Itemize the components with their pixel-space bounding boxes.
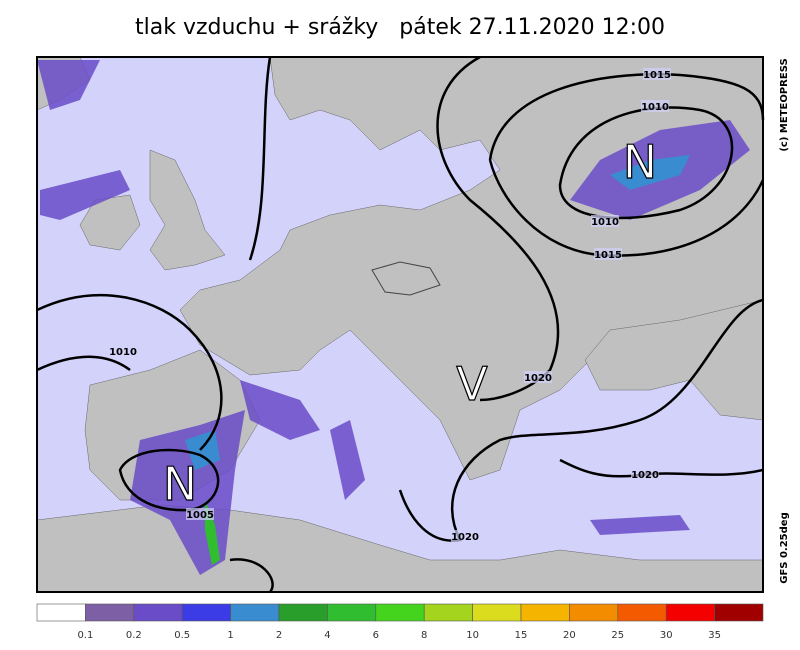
- isobar-label-bg: [643, 68, 671, 80]
- legend-label: 0.5: [174, 630, 190, 641]
- model-name: GFS 0.25deg: [779, 512, 790, 584]
- pressure-center: V: [456, 357, 488, 411]
- isobar-label-bg: [186, 508, 214, 520]
- legend-swatch: [278, 603, 328, 622]
- legend-swatch: [181, 603, 231, 622]
- isobar-label-bg: [631, 468, 659, 480]
- legend-swatch: [375, 603, 425, 622]
- precipitation-heavy: [185, 155, 690, 470]
- legend-swatch: [569, 603, 619, 622]
- pressure-center: N: [163, 457, 197, 511]
- isobar-label: 1005: [186, 510, 214, 521]
- legend-label: 20: [563, 630, 576, 641]
- isobars: [36, 55, 765, 593]
- legend-label: 0.1: [77, 630, 93, 641]
- legend-label: 30: [660, 630, 673, 641]
- map-title: tlak vzduchu + srážky pátek 27.11.2020 1…: [135, 15, 665, 40]
- legend-label: 1: [227, 630, 233, 641]
- legend-label: 15: [515, 630, 528, 641]
- land-ireland: [79, 194, 141, 251]
- isobar-label-bg: [641, 100, 669, 112]
- legend-swatch: [230, 603, 280, 622]
- isobar-label-bg: [109, 345, 137, 357]
- isobar-label: 1020: [451, 532, 479, 543]
- isobar-label-bg: [594, 248, 622, 260]
- land-britain: [149, 149, 226, 271]
- isobar-label: 1010: [109, 347, 137, 358]
- credit: (c) METEOPRESS: [779, 58, 790, 151]
- isobar-label: 1020: [631, 470, 659, 481]
- legend-swatch: [133, 603, 183, 622]
- isobar-label: 1020: [524, 373, 552, 384]
- legend-swatch: [472, 603, 522, 622]
- legend-swatch: [665, 603, 715, 622]
- legend-label: 35: [708, 630, 721, 641]
- pressure-center: N: [623, 135, 657, 189]
- legend-label: 6: [373, 630, 379, 641]
- czech-border: [371, 261, 441, 296]
- map: [36, 55, 765, 593]
- legend-swatch: [327, 603, 377, 622]
- legend-label: 0.2: [126, 630, 142, 641]
- legend-swatch: [85, 603, 135, 622]
- legend-label: 8: [421, 630, 427, 641]
- map-frame: [36, 56, 764, 593]
- legend-swatch: [36, 603, 86, 622]
- isobar-label-bg: [451, 530, 479, 542]
- legend-label: 2: [276, 630, 282, 641]
- land-east: [584, 299, 764, 421]
- isobar-label: 1015: [643, 70, 671, 81]
- legend-label: 4: [324, 630, 330, 641]
- isobar-label: 1015: [594, 250, 622, 261]
- map-labels: 1015 1010 1010 1015 1010 1020 1020 1005 1020 N N V: [109, 68, 671, 543]
- legend-label: 25: [611, 630, 624, 641]
- legend-label: 10: [466, 630, 479, 641]
- legend: 0.1 0.2 0.5 1 2 4 6 8 10 15 20 25 30 35: [36, 603, 764, 641]
- legend-swatch: [714, 603, 764, 622]
- isobar-label: 1010: [641, 102, 669, 113]
- legend-swatch: [423, 603, 473, 622]
- legend-swatch: [617, 603, 667, 622]
- isobar-label: 1010: [591, 217, 619, 228]
- isobar-label-bg: [524, 371, 552, 383]
- legend-swatch: [520, 603, 570, 622]
- isobar-label-bg: [591, 215, 619, 227]
